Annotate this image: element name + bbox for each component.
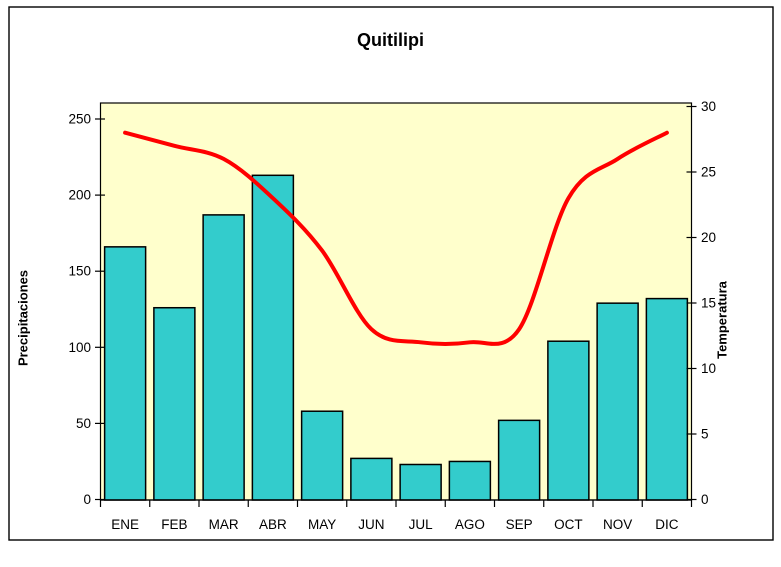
precipitation-bar-ene [103,246,147,501]
precipitation-bar-mar [202,214,245,501]
left-axis-tick-label: 150 [68,264,91,279]
chart-title: Quitilipi [357,30,424,50]
x-axis-label-jun: JUN [358,517,384,532]
temperature-line [123,130,669,346]
precipitation-bar-oct [547,340,590,501]
left-axis-title: Precipitaciones [15,269,31,367]
right-axis-tick-label: 20 [701,230,716,245]
precipitation-bar-feb [153,306,196,501]
right-axis-title: Temperatura [714,281,730,359]
right-axis-tick-label: 10 [701,361,716,376]
right-axis-tick-label: 15 [701,296,716,311]
x-axis-label-ago: AGO [455,517,485,532]
right-axis-tick-label: 30 [701,99,716,114]
x-axis-label-jul: JUL [409,517,433,532]
x-axis-label-nov: NOV [603,517,632,532]
left-axis-tick-label: 50 [76,416,91,431]
x-axis-label-ene: ENE [111,517,139,532]
plot-background [99,102,693,501]
x-axis-label-dic: DIC [655,517,679,532]
precipitation-bar-jun [350,457,393,501]
precipitation-bar-abr [251,174,295,501]
x-axis-label-feb: FEB [161,517,187,532]
precipitation-bar-may [300,410,344,501]
x-axis-label-abr: ABR [259,517,287,532]
x-axis-label-mar: MAR [209,517,239,532]
precipitation-bar-sep [497,419,541,501]
precipitation-bar-dic [645,297,689,501]
left-axis-tick-label: 200 [68,188,91,203]
right-axis-tick-label: 0 [701,492,709,507]
left-axis-tick-label: 100 [68,340,91,355]
x-axis-label-may: MAY [308,517,336,532]
precipitation-bar-ago [448,460,492,501]
right-axis-tick-label: 25 [701,165,716,180]
left-axis-tick-label: 250 [68,112,91,127]
precipitation-bar-nov [596,302,639,501]
x-axis-label-sep: SEP [506,517,533,532]
left-axis-tick-label: 0 [83,492,91,507]
right-axis-tick-label: 5 [701,427,709,442]
precipitation-bar-jul [399,463,442,501]
x-axis-label-oct: OCT [554,517,583,532]
